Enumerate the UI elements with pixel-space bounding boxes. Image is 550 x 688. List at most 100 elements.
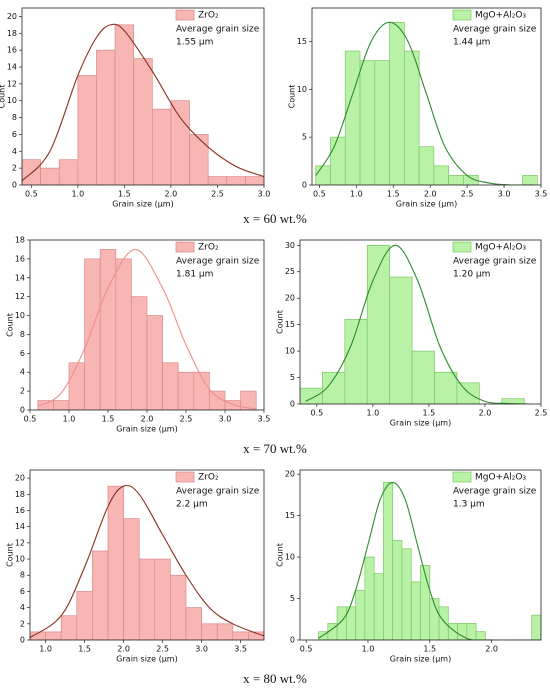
y-tick-label: 10 [15, 311, 25, 320]
annotation: Average grain size [453, 257, 537, 267]
bar [92, 550, 109, 640]
bar [240, 390, 257, 410]
bar [189, 134, 209, 185]
bar [22, 159, 41, 185]
bar [99, 249, 117, 410]
y-tick-label: 14 [15, 273, 25, 282]
plot-frame [299, 239, 542, 405]
y-tick-label: 14 [7, 63, 17, 72]
x-tick-label: 2.0 [479, 409, 492, 418]
x-tick-label: 1.5 [423, 409, 436, 418]
y-tick-label: 2 [20, 619, 25, 628]
bar [58, 159, 79, 185]
histogram-panel: 1.0 1.5 2.0 2.5 3.0 3.5 0 2 4 6 8 10 12 14 16 18 20 Grain… [6, 469, 265, 664]
y-axis-label: Count [276, 310, 285, 334]
y-axis-label: Count [6, 543, 15, 567]
x-tick-label: 1.5 [387, 190, 400, 199]
x-tick-label: 1.0 [366, 409, 379, 418]
annotation: 1.55 μm [176, 38, 213, 48]
bar [226, 176, 246, 185]
legend-label: ZrO₂ [198, 243, 219, 253]
x-tick-label: 2.5 [461, 190, 474, 199]
annotation: Average grain size [176, 487, 260, 497]
bar [522, 175, 538, 185]
x-tick-label: 0.5 [25, 190, 38, 199]
bar [201, 623, 218, 640]
x-tick-label: 1.0 [362, 645, 375, 654]
bar [531, 614, 541, 640]
x-tick-label: 0.5 [24, 415, 37, 424]
x-tick-label: 2.0 [117, 645, 130, 654]
x-tick-label: 2.0 [141, 415, 154, 424]
y-axis-label: Count [288, 85, 297, 109]
plot-frame [21, 7, 265, 186]
annotation: 1.44 μm [453, 38, 490, 48]
x-axis-label: Grain size (μm) [390, 655, 451, 664]
y-tick-label: 20 [285, 294, 295, 303]
bar [403, 50, 420, 185]
x-axis-label: Grain size (μm) [116, 655, 177, 664]
y-tick-label: 4 [20, 603, 25, 612]
bar [193, 371, 210, 410]
legend-swatch [175, 9, 195, 21]
bar [364, 556, 375, 640]
y-tick-label: 6 [12, 130, 17, 139]
annotation: 1.81 μm [176, 270, 213, 280]
annotation: Average grain size [453, 25, 537, 35]
y-tick-label: 12 [7, 79, 17, 88]
fit-curve [315, 21, 534, 185]
fit-curve [318, 481, 541, 640]
bar [355, 589, 366, 640]
bar [447, 623, 458, 640]
legend-swatch [452, 241, 472, 253]
bar [434, 371, 458, 404]
fit-curve [305, 244, 530, 404]
bar [45, 631, 62, 640]
bar [77, 75, 97, 185]
plot-frame [311, 7, 542, 186]
y-tick-label: 30 [285, 241, 295, 250]
y-tick-label: 20 [7, 12, 17, 21]
bar [151, 108, 172, 185]
bar [466, 623, 477, 640]
bar [315, 165, 331, 185]
y-tick-label: 10 [15, 555, 25, 564]
bar [322, 371, 346, 404]
x-tick-label: 1.5 [118, 190, 131, 199]
x-tick-label: 1.0 [63, 415, 76, 424]
bar [162, 362, 179, 410]
y-tick-label: 8 [20, 330, 25, 339]
bar [216, 623, 234, 640]
bar [115, 258, 132, 410]
bar [433, 165, 450, 185]
y-tick-label: 16 [15, 254, 25, 263]
bar [359, 60, 376, 185]
bar [401, 548, 412, 640]
histogram-panel: 0.5 1.0 1.5 2.0 2.5 3.0 0 2 4 6 8 10 12 14 16 18 20 Grain… [0, 7, 270, 209]
y-tick-label: 16 [15, 506, 25, 515]
y-tick-label: 4 [12, 147, 17, 156]
plot-frame [29, 469, 265, 641]
histogram-panel: 0.5 1.0 1.5 2.0 2.5 3.0 3.5 0 2 4 6 8 10 12 14 16 18 Grai… [6, 236, 271, 434]
bar [373, 573, 384, 640]
bar [501, 398, 525, 404]
y-tick-label: 5 [302, 133, 307, 142]
y-tick-label: 15 [285, 320, 295, 329]
y-tick-label: 12 [15, 292, 25, 301]
caption: x = 70 wt.% [243, 441, 307, 456]
bar [53, 400, 70, 410]
bar [76, 591, 93, 640]
x-tick-label: 3.5 [258, 415, 271, 424]
bar [344, 50, 361, 185]
annotation: 2.2 μm [176, 500, 208, 510]
x-tick-label: 3.5 [234, 645, 247, 654]
x-tick-label: 3.5 [535, 190, 548, 199]
y-axis-label: Count [276, 543, 285, 567]
x-tick-label: 0.5 [300, 645, 313, 654]
bar [40, 167, 60, 185]
y-tick-label: 18 [15, 490, 25, 499]
legend-swatch [175, 241, 195, 253]
x-tick-label: 0.5 [310, 409, 323, 418]
y-tick-label: 10 [7, 96, 17, 105]
bar [84, 258, 101, 410]
